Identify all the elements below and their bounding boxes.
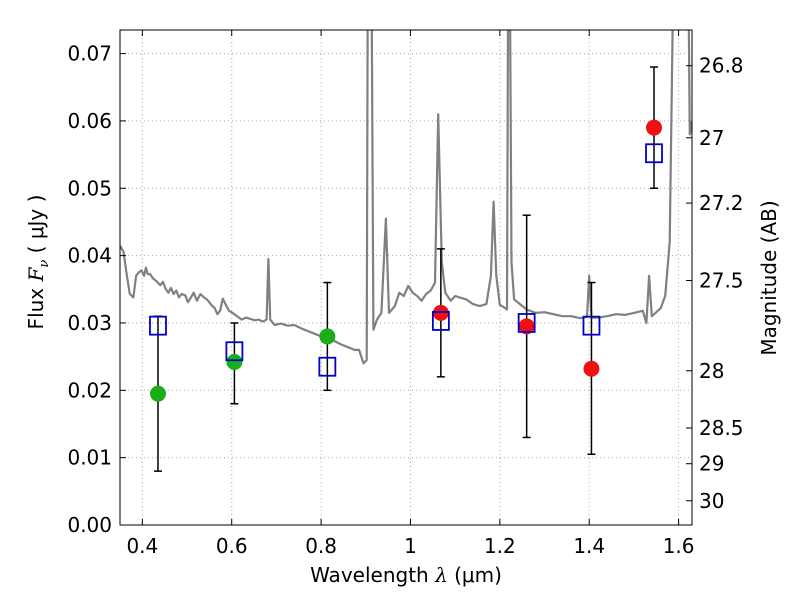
y2-tick-label: 27.2 bbox=[699, 191, 744, 215]
x-tick-label: 0.4 bbox=[126, 534, 158, 558]
model-square bbox=[149, 315, 167, 336]
y-tick-label: 0.06 bbox=[67, 109, 112, 133]
y-tick-label: 0.01 bbox=[67, 446, 112, 470]
x-axis-title: Wavelength λ (μm) bbox=[310, 563, 502, 587]
x-tick-label: 0.8 bbox=[305, 534, 337, 558]
y2-tick-label: 26.8 bbox=[699, 54, 744, 78]
y-tick-label: 0.05 bbox=[67, 176, 112, 200]
x-tick-label: 1 bbox=[404, 534, 417, 558]
model-flux-squares bbox=[149, 143, 663, 377]
plot-frame bbox=[119, 29, 693, 526]
green-point bbox=[226, 354, 243, 371]
y-tick-label: 0.00 bbox=[67, 513, 112, 537]
y-tick-label: 0.04 bbox=[67, 244, 112, 268]
model-square bbox=[318, 356, 337, 377]
model-square bbox=[431, 311, 450, 331]
y2-tick-label: 27 bbox=[699, 126, 724, 150]
model-square bbox=[517, 313, 536, 333]
model-square bbox=[645, 143, 663, 164]
green-point bbox=[319, 328, 336, 345]
y2-tick-label: 28.5 bbox=[699, 416, 744, 440]
red-photometry-points bbox=[432, 119, 663, 377]
error-bars bbox=[153, 66, 659, 472]
y-axis-title: Flux Fν ( μJy ) bbox=[24, 195, 52, 330]
red-point bbox=[518, 318, 535, 335]
axis-ticks: 0.4 0.6 0.8 1 1.2 1.4 1.6 0.00 0.01 0.02 0.03 0.04 0… bbox=[67, 30, 744, 558]
x-tick-label: 1.2 bbox=[484, 534, 516, 558]
red-point bbox=[583, 360, 600, 377]
grid-lines bbox=[120, 30, 692, 526]
y2-tick-label: 30 bbox=[699, 489, 724, 513]
y2-tick-label: 28 bbox=[699, 359, 724, 383]
model-square bbox=[225, 341, 244, 362]
y2-axis-title: Magnitude (AB) bbox=[757, 200, 781, 355]
spectrum-line bbox=[120, 30, 692, 365]
green-point bbox=[149, 385, 166, 402]
y-tick-label: 0.02 bbox=[67, 378, 112, 402]
y-tick-label: 0.03 bbox=[67, 311, 112, 335]
red-point bbox=[646, 119, 663, 136]
red-point bbox=[432, 304, 449, 321]
model-square bbox=[582, 315, 601, 336]
template-spectrum bbox=[120, 30, 692, 365]
y2-tick-label: 29 bbox=[699, 452, 724, 476]
y-tick-label: 0.07 bbox=[67, 42, 112, 66]
x-tick-label: 1.6 bbox=[663, 534, 695, 558]
green-photometry-points bbox=[149, 328, 336, 402]
y2-tick-label: 27.5 bbox=[699, 269, 744, 293]
x-tick-label: 0.6 bbox=[216, 534, 248, 558]
x-tick-label: 1.4 bbox=[573, 534, 605, 558]
